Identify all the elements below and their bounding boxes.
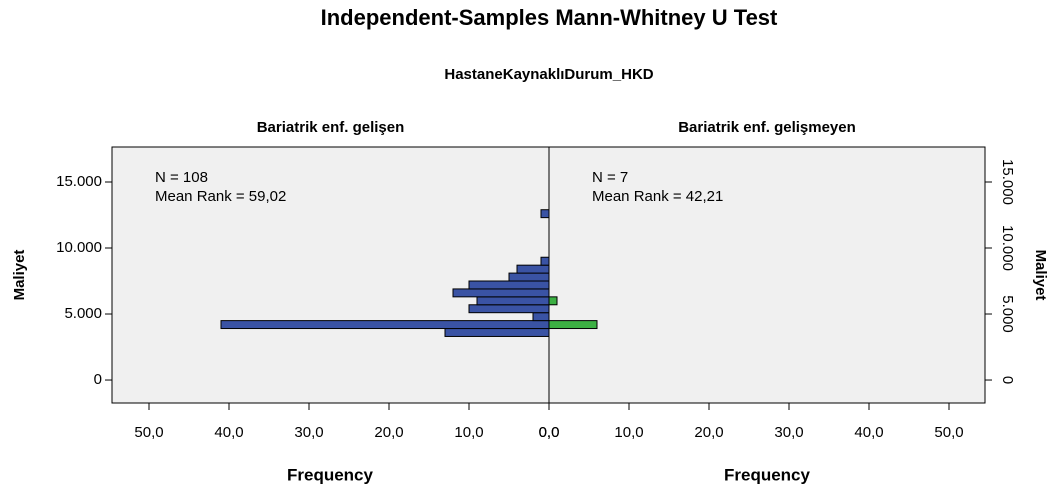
panel-title: Bariatrik enf. gelişmeyen <box>678 119 856 136</box>
x-tick-label: 20,0 <box>374 424 403 441</box>
bar <box>452 288 550 298</box>
x-axis-label: Frequency <box>287 465 374 484</box>
x-tick-label: 0,0 <box>539 424 560 441</box>
panel-title: Bariatrik enf. gelişen <box>257 119 405 136</box>
chart-subtitle: HastaneKaynaklıDurum_HKD <box>444 66 653 83</box>
bar <box>532 312 550 322</box>
y-tick-label: 0 <box>94 371 102 388</box>
x-axis-label: Frequency <box>724 465 811 484</box>
chart-title: Independent-Samples Mann-Whitney U Test <box>321 5 778 30</box>
x-tick-label: 40,0 <box>214 424 243 441</box>
annotation: Mean Rank = 42,21 <box>592 188 723 205</box>
bar <box>516 264 550 274</box>
y-tick-label: 15.000 <box>56 173 102 190</box>
bar <box>444 328 550 337</box>
y2-tick-label: 15.000 <box>999 159 1016 205</box>
annotation: N = 7 <box>592 169 628 186</box>
y-tick-label: 5.000 <box>64 305 102 322</box>
y2-tick-label: 0 <box>999 376 1016 384</box>
bar <box>540 256 550 266</box>
x-tick-label: 50,0 <box>934 424 963 441</box>
bar <box>548 296 558 306</box>
bar <box>540 209 550 219</box>
bar <box>468 304 550 314</box>
bar <box>548 320 598 330</box>
y-tick-label: 10.000 <box>56 239 102 256</box>
x-tick-label: 0,0 <box>539 424 560 441</box>
bar <box>508 272 550 282</box>
x-tick-label: 50,0 <box>134 424 163 441</box>
y2-axis-label: Maliyet <box>1032 250 1049 301</box>
x-tick-label: 40,0 <box>854 424 883 441</box>
bar <box>476 296 550 306</box>
x-tick-label: 20,0 <box>694 424 723 441</box>
x-tick-label: 10,0 <box>454 424 483 441</box>
bar <box>468 280 550 290</box>
annotation: Mean Rank = 59,02 <box>155 188 286 205</box>
x-tick-label: 30,0 <box>774 424 803 441</box>
bar <box>220 320 550 330</box>
y-axis-label: Maliyet <box>11 250 28 301</box>
annotation: N = 108 <box>155 169 208 186</box>
y2-tick-label: 5.000 <box>999 295 1016 333</box>
x-tick-label: 10,0 <box>614 424 643 441</box>
x-tick-label: 30,0 <box>294 424 323 441</box>
y2-tick-label: 10.000 <box>999 225 1016 271</box>
